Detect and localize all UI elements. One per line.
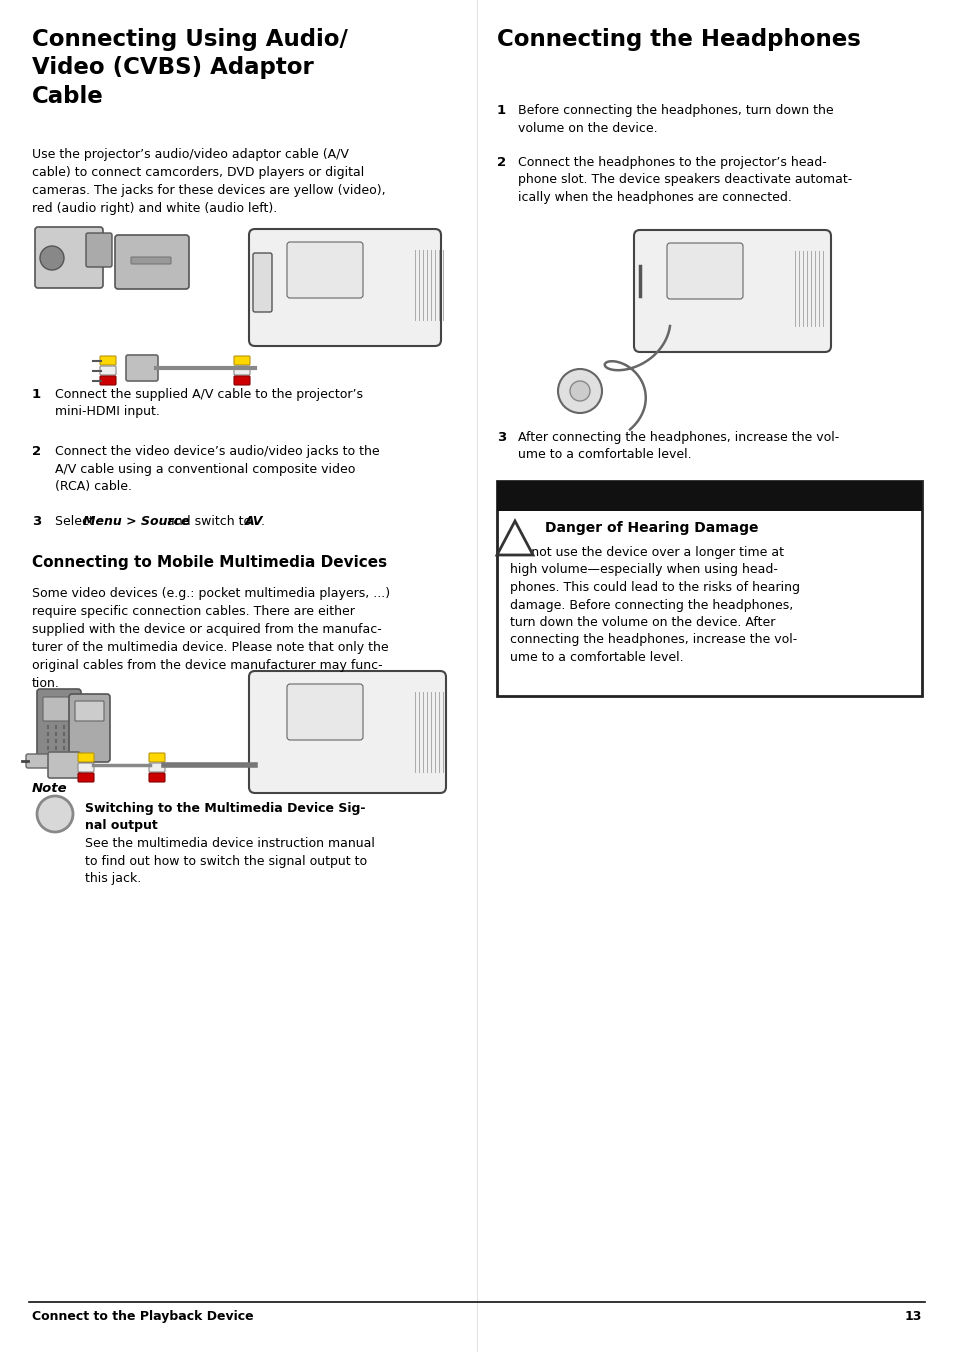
Text: Use the projector’s audio/video adaptor cable (A/V
cable) to connect camcorders,: Use the projector’s audio/video adaptor … (32, 147, 385, 215)
Text: !: ! (512, 534, 517, 548)
FancyBboxPatch shape (35, 227, 103, 288)
Text: Connecting Using Audio/
Video (CVBS) Adaptor
Cable: Connecting Using Audio/ Video (CVBS) Ada… (32, 28, 348, 108)
Text: Before connecting the headphones, turn down the
volume on the device.: Before connecting the headphones, turn d… (517, 104, 833, 134)
Text: Danger of Hearing Damage: Danger of Hearing Damage (544, 521, 758, 535)
FancyBboxPatch shape (75, 700, 104, 721)
Text: Switching to the Multimedia Device Sig-
nal output: Switching to the Multimedia Device Sig- … (85, 802, 365, 831)
FancyBboxPatch shape (666, 243, 742, 299)
FancyBboxPatch shape (233, 376, 250, 385)
FancyBboxPatch shape (233, 356, 250, 365)
FancyBboxPatch shape (287, 242, 363, 297)
Text: 1: 1 (497, 104, 506, 118)
Circle shape (558, 369, 601, 412)
FancyBboxPatch shape (149, 763, 165, 772)
FancyBboxPatch shape (233, 366, 250, 375)
Polygon shape (497, 521, 533, 556)
FancyBboxPatch shape (249, 671, 446, 794)
Circle shape (40, 246, 64, 270)
Text: 13: 13 (903, 1310, 921, 1324)
FancyBboxPatch shape (100, 356, 116, 365)
FancyBboxPatch shape (86, 233, 112, 266)
Text: 3: 3 (497, 431, 506, 443)
FancyBboxPatch shape (78, 763, 94, 772)
FancyBboxPatch shape (100, 366, 116, 375)
Circle shape (569, 381, 589, 402)
Text: 3: 3 (32, 515, 41, 529)
Text: Connect the video device’s audio/video jacks to the
A/V cable using a convention: Connect the video device’s audio/video j… (55, 445, 379, 493)
FancyBboxPatch shape (78, 773, 94, 781)
FancyBboxPatch shape (149, 753, 165, 763)
FancyBboxPatch shape (287, 684, 363, 740)
FancyBboxPatch shape (253, 253, 272, 312)
FancyBboxPatch shape (100, 376, 116, 385)
FancyBboxPatch shape (131, 257, 171, 264)
Text: DANGER!: DANGER! (669, 488, 747, 503)
Text: and switch to: and switch to (163, 515, 254, 529)
Text: Connect the supplied A/V cable to the projector’s
mini-HDMI input.: Connect the supplied A/V cable to the pr… (55, 388, 363, 419)
Text: 1: 1 (32, 388, 41, 402)
Bar (497, 481, 921, 511)
Text: Connect the headphones to the projector’s head-
phone slot. The device speakers : Connect the headphones to the projector’… (517, 155, 851, 204)
FancyBboxPatch shape (497, 481, 921, 696)
FancyBboxPatch shape (78, 753, 94, 763)
Text: AV: AV (245, 515, 263, 529)
Text: Do not use the device over a longer time at
high volume—especially when using he: Do not use the device over a longer time… (510, 546, 800, 664)
FancyBboxPatch shape (249, 228, 440, 346)
FancyBboxPatch shape (26, 754, 50, 768)
Text: Menu > Source: Menu > Source (83, 515, 190, 529)
Text: Some video devices (e.g.: pocket multimedia players, ...)
require specific conne: Some video devices (e.g.: pocket multime… (32, 587, 390, 690)
Text: Select: Select (55, 515, 98, 529)
Text: .: . (261, 515, 265, 529)
Text: Connecting to Mobile Multimedia Devices: Connecting to Mobile Multimedia Devices (32, 556, 387, 571)
Text: 2: 2 (32, 445, 41, 458)
FancyBboxPatch shape (149, 773, 165, 781)
FancyBboxPatch shape (126, 356, 158, 381)
FancyBboxPatch shape (48, 752, 80, 777)
Text: Note: Note (32, 781, 68, 795)
Text: Connecting the Headphones: Connecting the Headphones (497, 28, 860, 51)
FancyBboxPatch shape (43, 698, 75, 721)
Text: i: i (51, 804, 58, 823)
FancyBboxPatch shape (115, 235, 189, 289)
Text: After connecting the headphones, increase the vol-
ume to a comfortable level.: After connecting the headphones, increas… (517, 431, 839, 461)
Text: See the multimedia device instruction manual
to find out how to switch the signa: See the multimedia device instruction ma… (85, 837, 375, 886)
FancyBboxPatch shape (634, 230, 830, 352)
Text: Connect to the Playback Device: Connect to the Playback Device (32, 1310, 253, 1324)
FancyBboxPatch shape (69, 694, 110, 763)
Circle shape (37, 796, 73, 831)
Text: 2: 2 (497, 155, 506, 169)
FancyBboxPatch shape (37, 690, 81, 763)
